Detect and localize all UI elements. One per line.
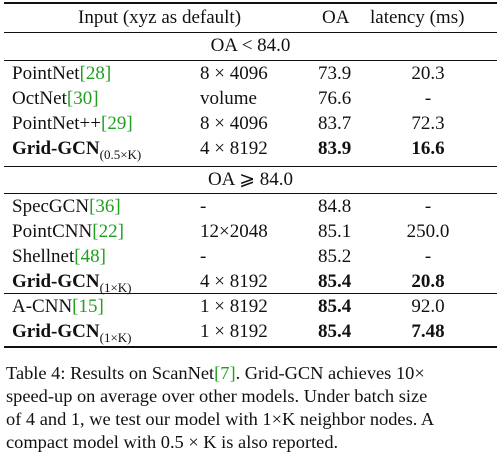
- method-name: SpecGCN: [12, 196, 90, 217]
- caption-line1-rest: . Grid-GCN achieves 10×: [235, 363, 425, 383]
- section2-rule: [4, 193, 497, 194]
- input-cell: 8 × 4096: [200, 63, 268, 84]
- oa-cell: 85.4: [318, 321, 352, 342]
- citation-link[interactable]: [48]: [74, 246, 106, 267]
- section2-title-row: OA ⩾ 84.0: [4, 167, 497, 193]
- method-subscript: (0.5×K): [99, 147, 142, 162]
- input-cell: 1 × 8192: [200, 321, 268, 342]
- header-rule: [4, 32, 497, 33]
- section2-top-rule: [4, 166, 497, 167]
- citation-link[interactable]: [22]: [92, 221, 124, 242]
- table-row: Shellnet[48] - 85.2 -: [4, 244, 497, 270]
- latency-cell: 16.6: [411, 138, 445, 159]
- table-row: PointNet[28] 8 × 4096 73.9 20.3: [4, 61, 497, 87]
- citation-link[interactable]: [29]: [101, 113, 133, 134]
- header-row: Input (xyz as default) OA latency (ms): [4, 5, 497, 31]
- table-row: PointCNN[22] 12×2048 85.1 250.0: [4, 219, 497, 245]
- table-row: A-CNN[15] 1 × 8192 85.4 92.0: [4, 294, 497, 320]
- table-row: PointNet++[29] 8 × 4096 83.7 72.3: [4, 111, 497, 137]
- method-name: PointCNN: [12, 221, 93, 242]
- method-name: Grid-GCN: [12, 321, 100, 342]
- citation-link[interactable]: [30]: [66, 88, 99, 109]
- method-name: PointNet: [12, 63, 80, 84]
- citation-link[interactable]: [15]: [72, 296, 104, 317]
- latency-cell: 92.0: [411, 296, 445, 317]
- method-subscript: (1×K): [99, 330, 132, 345]
- latency-cell: 20.8: [411, 271, 445, 292]
- method-name: OctNet: [12, 88, 67, 109]
- citation-link[interactable]: [28]: [79, 63, 112, 84]
- oa-cell: 85.1: [318, 221, 352, 242]
- caption-lead: Table 4: Results on ScanNet: [6, 363, 215, 383]
- table-row: SpecGCN[36] - 84.8 -: [4, 194, 497, 220]
- method-name: PointNet++: [12, 113, 101, 134]
- oa-cell: 83.9: [318, 138, 352, 159]
- table-row: Grid-GCN(1×K) 1 × 8192 85.4 7.48: [4, 319, 497, 345]
- header-oa: OA: [322, 7, 350, 28]
- table-caption: Table 4: Results on ScanNet[7]. Grid-GCN…: [6, 362, 496, 454]
- caption-citation-link[interactable]: [7]: [214, 363, 236, 383]
- oa-cell: 85.4: [318, 271, 352, 292]
- latency-cell: -: [424, 88, 432, 109]
- oa-cell: 73.9: [318, 63, 352, 84]
- latency-cell: -: [424, 246, 432, 267]
- input-cell: 12×2048: [200, 221, 268, 242]
- table-row: Grid-GCN(1×K) 4 × 8192 85.4 20.8: [4, 269, 497, 295]
- latency-cell: 250.0: [406, 221, 450, 242]
- method-name: Shellnet: [12, 246, 75, 267]
- method-name: Grid-GCN: [12, 271, 100, 292]
- latency-cell: -: [424, 196, 432, 217]
- method-name: Grid-GCN: [12, 138, 100, 159]
- top-rule: [4, 2, 497, 4]
- section2-title: OA ⩾ 84.0: [207, 169, 294, 190]
- latency-cell: 7.48: [411, 321, 445, 342]
- citation-link[interactable]: [36]: [89, 196, 121, 217]
- header-latency: latency (ms): [370, 7, 465, 28]
- latency-cell: 72.3: [411, 113, 445, 134]
- oa-cell: 85.4: [318, 296, 352, 317]
- caption-line2: speed-up on average over other models. U…: [6, 386, 428, 406]
- input-cell: 4 × 8192: [200, 271, 268, 292]
- header-input: Input (xyz as default): [78, 7, 242, 28]
- section1-rule: [4, 60, 497, 61]
- bottom-rule: [4, 346, 497, 348]
- input-cell: 8 × 4096: [200, 113, 268, 134]
- oa-cell: 76.6: [318, 88, 352, 109]
- input-cell: -: [200, 196, 207, 217]
- section1-title: OA < 84.0: [210, 35, 291, 56]
- oa-cell: 85.2: [318, 246, 352, 267]
- oa-cell: 84.8: [318, 196, 352, 217]
- table-row: Grid-GCN(0.5×K) 4 × 8192 83.9 16.6: [4, 136, 497, 162]
- method-subscript: (1×K): [99, 280, 132, 295]
- section3-top-rule: [4, 293, 497, 294]
- input-cell: volume: [200, 88, 257, 109]
- oa-cell: 83.7: [318, 113, 352, 134]
- section1-title-row: OA < 84.0: [4, 33, 497, 59]
- input-cell: 1 × 8192: [200, 296, 268, 317]
- method-name: A-CNN: [12, 296, 73, 317]
- latency-cell: 20.3: [411, 63, 445, 84]
- input-cell: 4 × 8192: [200, 138, 268, 159]
- caption-line4: compact model with 0.5 × K is also repor…: [6, 432, 339, 452]
- caption-line3: of 4 and 1, we test our model with 1×K n…: [6, 409, 435, 429]
- table-row: OctNet[30] volume 76.6 -: [4, 86, 497, 112]
- input-cell: -: [200, 246, 207, 267]
